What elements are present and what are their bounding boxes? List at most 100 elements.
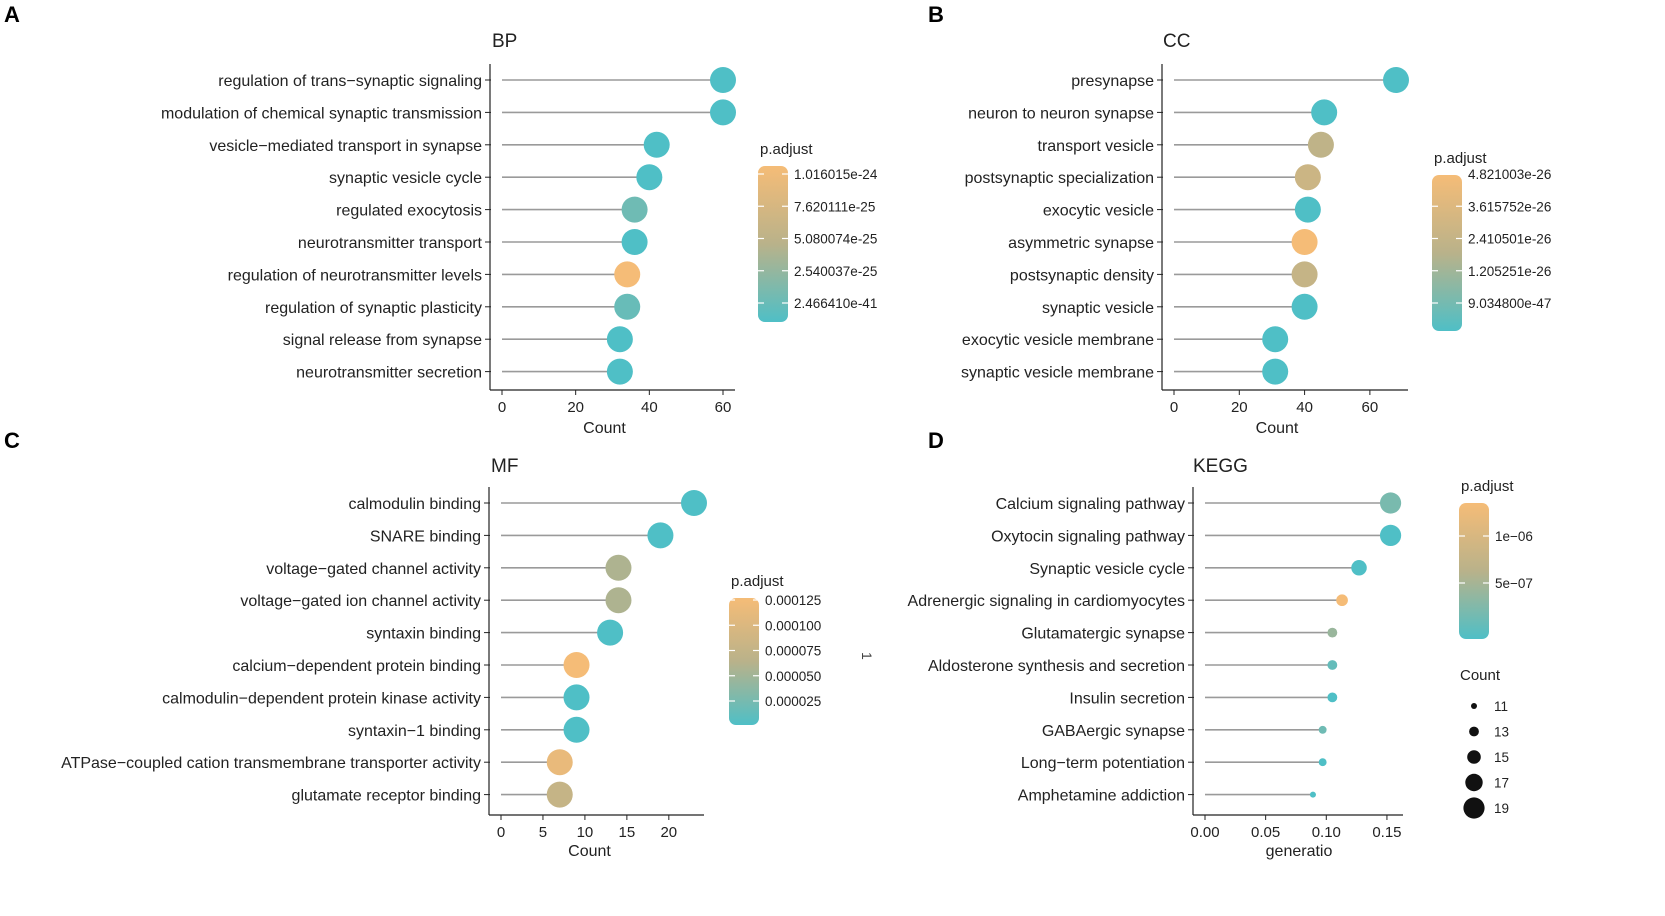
data-point: [605, 587, 632, 614]
category-label: calmodulin binding: [348, 496, 481, 513]
legend-tick-label: 1.205251e-26: [1468, 264, 1551, 279]
data-point: [546, 749, 573, 776]
category-label: regulated exocytosis: [336, 203, 482, 220]
data-point: [563, 716, 590, 743]
panel-letter: D: [928, 428, 944, 453]
data-point: [1262, 326, 1289, 353]
stray-mark: 1: [859, 652, 875, 660]
panel-title: CC: [1163, 31, 1190, 52]
category-label: glutamate receptor binding: [292, 788, 481, 805]
data-point: [621, 196, 648, 223]
legend-title: p.adjust: [1461, 478, 1514, 495]
color-scale-bar: [729, 598, 759, 725]
x-axis-label: Count: [568, 843, 611, 860]
category-label: voltage−gated channel activity: [266, 561, 481, 578]
data-point: [1379, 524, 1402, 547]
x-tick-label: 0: [498, 399, 506, 416]
x-tick-label: 20: [660, 824, 677, 841]
panel-D: D KEGG 0.00 0.05 0.10 0.15 generatio Calcium si…: [908, 428, 1533, 860]
panel-title: MF: [491, 456, 518, 477]
legend-tick-label: 1.016015e-24: [794, 167, 878, 182]
category-label: calmodulin−dependent protein kinase acti…: [162, 690, 481, 707]
x-tick-label: 40: [1296, 399, 1313, 416]
x-tick-label: 40: [641, 399, 658, 416]
size-legend-dot: [1465, 773, 1483, 792]
category-label: calcium−dependent protein binding: [232, 658, 481, 675]
category-label: ATPase−coupled cation transmembrane tran…: [61, 755, 481, 772]
category-label: postsynaptic density: [1010, 267, 1154, 284]
category-label: synaptic vesicle membrane: [961, 365, 1154, 382]
category-label: Long−term potentiation: [1021, 755, 1185, 772]
legend-title: p.adjust: [731, 573, 784, 590]
category-label: Synaptic vesicle cycle: [1029, 561, 1185, 578]
data-point: [1379, 492, 1402, 514]
panel-letter: A: [4, 2, 20, 27]
legend-tick-label: 2.466410e-41: [794, 296, 877, 311]
size-legend-dot: [1471, 703, 1477, 709]
data-point: [1327, 627, 1338, 638]
category-label: Glutamatergic synapse: [1021, 626, 1185, 643]
data-point: [563, 652, 590, 678]
data-point: [563, 684, 590, 711]
data-point: [1307, 131, 1334, 158]
size-legend-label: 17: [1494, 776, 1509, 791]
legend-tick-label: 2.410501e-26: [1468, 232, 1551, 247]
category-label: Aldosterone synthesis and secretion: [928, 658, 1185, 675]
category-label: regulation of synaptic plasticity: [265, 300, 482, 317]
data-point: [1327, 660, 1338, 670]
panel-title: KEGG: [1193, 456, 1248, 477]
x-tick-label: 0.05: [1251, 824, 1280, 841]
data-point: [605, 554, 632, 581]
panel-letter: C: [4, 428, 20, 453]
category-label: presynapse: [1071, 73, 1154, 90]
legend-tick-label: 4.821003e-26: [1468, 167, 1551, 182]
category-label: vesicle−mediated transport in synapse: [209, 138, 482, 155]
data-point: [1318, 758, 1327, 767]
panel-title: BP: [492, 31, 517, 52]
legend-tick-label: 2.540037e-25: [794, 264, 877, 279]
data-point: [1291, 261, 1318, 288]
x-tick-label: 15: [619, 824, 636, 841]
category-label: voltage−gated ion channel activity: [240, 593, 481, 610]
panel-A: A BP 0 20 40 60 Count regulation of trans−synap…: [4, 2, 878, 437]
category-label: Calcium signaling pathway: [996, 496, 1185, 513]
category-label: Amphetamine addiction: [1018, 788, 1185, 805]
x-tick-label: 5: [539, 824, 547, 841]
legend-tick-label: 3.615752e-26: [1468, 199, 1551, 214]
legend-tick-label: 0.000025: [765, 694, 821, 709]
data-point: [546, 781, 573, 808]
data-point: [1383, 67, 1409, 93]
data-point: [1351, 560, 1367, 576]
legend-tick-label: 0.000100: [765, 618, 821, 633]
x-tick-label: 0.15: [1372, 824, 1401, 841]
data-point: [597, 619, 624, 646]
category-label: syntaxin binding: [366, 626, 481, 643]
legend-tick-label: 5e−07: [1495, 576, 1533, 591]
category-label: neurotransmitter transport: [298, 235, 483, 252]
legend-tick-label: 7.620111e-25: [794, 199, 875, 214]
category-label: transport vesicle: [1038, 138, 1155, 155]
data-point: [710, 99, 736, 126]
legend-tick-label: 0.000050: [765, 669, 821, 684]
data-point: [1262, 358, 1289, 385]
panel-letter: B: [928, 2, 944, 27]
x-tick-label: 0.00: [1190, 824, 1219, 841]
category-label: neuron to neuron synapse: [968, 105, 1154, 122]
data-point: [1294, 196, 1321, 223]
category-label: Adrenergic signaling in cardiomyocytes: [908, 593, 1185, 610]
category-label: SNARE binding: [370, 528, 481, 545]
category-label: signal release from synapse: [283, 332, 482, 349]
legend-tick-label: 1e−06: [1495, 529, 1533, 544]
size-legend-title: Count: [1460, 667, 1501, 684]
legend-title: p.adjust: [1434, 150, 1487, 167]
data-point: [636, 164, 663, 191]
category-label: asymmetric synapse: [1008, 235, 1154, 252]
x-tick-label: 20: [1231, 399, 1248, 416]
size-legend-dot: [1467, 750, 1481, 764]
legend-tick-label: 0.000125: [765, 593, 821, 608]
data-point: [1294, 164, 1321, 191]
data-point: [1311, 99, 1338, 126]
color-scale-bar: [758, 166, 788, 322]
category-label: Insulin secretion: [1069, 690, 1185, 707]
